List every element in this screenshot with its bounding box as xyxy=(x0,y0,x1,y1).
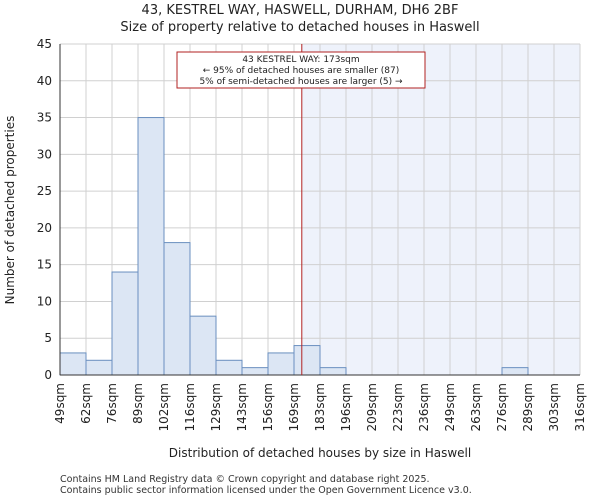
y-tick-label: 10 xyxy=(37,294,52,308)
x-tick-label: 169sqm xyxy=(287,383,301,431)
x-tick-label: 183sqm xyxy=(313,383,327,431)
y-axis-label: Number of detached properties xyxy=(3,116,17,305)
x-tick-label: 89sqm xyxy=(131,383,145,424)
x-tick-label: 49sqm xyxy=(53,383,67,424)
histogram-bar xyxy=(163,242,191,376)
larger-region-shade xyxy=(301,44,580,375)
plot-area: 0 5 10 15 20 25 30 35 40 45 49sqm 62sqm 76sqm 89sqm 10… xyxy=(37,37,587,431)
x-tick-label: 102sqm xyxy=(157,383,171,431)
y-tick-label: 40 xyxy=(37,74,52,88)
x-tick-label: 236sqm xyxy=(417,383,431,431)
footer: Contains HM Land Registry data © Crown c… xyxy=(60,474,472,496)
y-tick-label: 15 xyxy=(37,258,52,272)
x-tick-label: 76sqm xyxy=(105,383,119,424)
histogram-bar xyxy=(319,367,347,376)
x-tick-label: 249sqm xyxy=(443,383,457,431)
chart-title: 43, KESTREL WAY, HASWELL, DURHAM, DH6 2B… xyxy=(142,3,459,18)
x-tick-label: 196sqm xyxy=(339,383,353,431)
annotation-line-2: ← 95% of detached houses are smaller (87… xyxy=(203,66,400,76)
y-tick-label: 30 xyxy=(37,147,52,161)
histogram-bar xyxy=(241,367,269,376)
x-tick-label: 209sqm xyxy=(365,383,379,431)
annotation-line-1: 43 KESTREL WAY: 173sqm xyxy=(242,55,359,65)
histogram-bar xyxy=(293,345,321,376)
x-tick-label: 263sqm xyxy=(469,383,483,431)
x-tick-label: 289sqm xyxy=(521,383,535,431)
y-tick-label: 45 xyxy=(37,37,52,51)
x-tick-label: 223sqm xyxy=(391,383,405,431)
annotation-box xyxy=(176,51,426,89)
footer-line-1: Contains HM Land Registry data © Crown c… xyxy=(60,474,430,485)
x-tick-label: 316sqm xyxy=(573,383,587,431)
y-tick-label: 5 xyxy=(44,331,52,345)
chart-subtitle: Size of property relative to detached ho… xyxy=(120,20,479,35)
histogram-bar xyxy=(85,359,113,376)
histogram-bar xyxy=(501,367,529,376)
histogram-bar xyxy=(189,315,217,376)
y-tick-label: 20 xyxy=(37,221,52,235)
histogram-bar xyxy=(59,352,87,376)
x-tick-label: 156sqm xyxy=(261,383,275,431)
histogram-bar xyxy=(137,117,165,376)
y-tick-label: 25 xyxy=(37,184,52,198)
x-tick-label: 116sqm xyxy=(183,383,197,431)
x-tick-label: 143sqm xyxy=(235,383,249,431)
x-tick-label: 62sqm xyxy=(79,383,93,424)
x-tick-label: 276sqm xyxy=(495,383,509,431)
y-tick-label: 0 xyxy=(44,368,52,382)
histogram-chart: 43, KESTREL WAY, HASWELL, DURHAM, DH6 2B… xyxy=(3,3,587,460)
x-tick-label: 129sqm xyxy=(209,383,223,431)
y-tick-label: 35 xyxy=(37,111,52,125)
annotation-line-3: 5% of semi-detached houses are larger (5… xyxy=(199,77,403,87)
histogram-bar xyxy=(111,271,139,376)
footer-line-2: Contains public sector information licen… xyxy=(60,485,472,496)
histogram-bar xyxy=(215,359,243,376)
histogram-bar xyxy=(267,352,295,376)
x-axis-label: Distribution of detached houses by size … xyxy=(169,446,471,460)
x-tick-label: 303sqm xyxy=(547,383,561,431)
